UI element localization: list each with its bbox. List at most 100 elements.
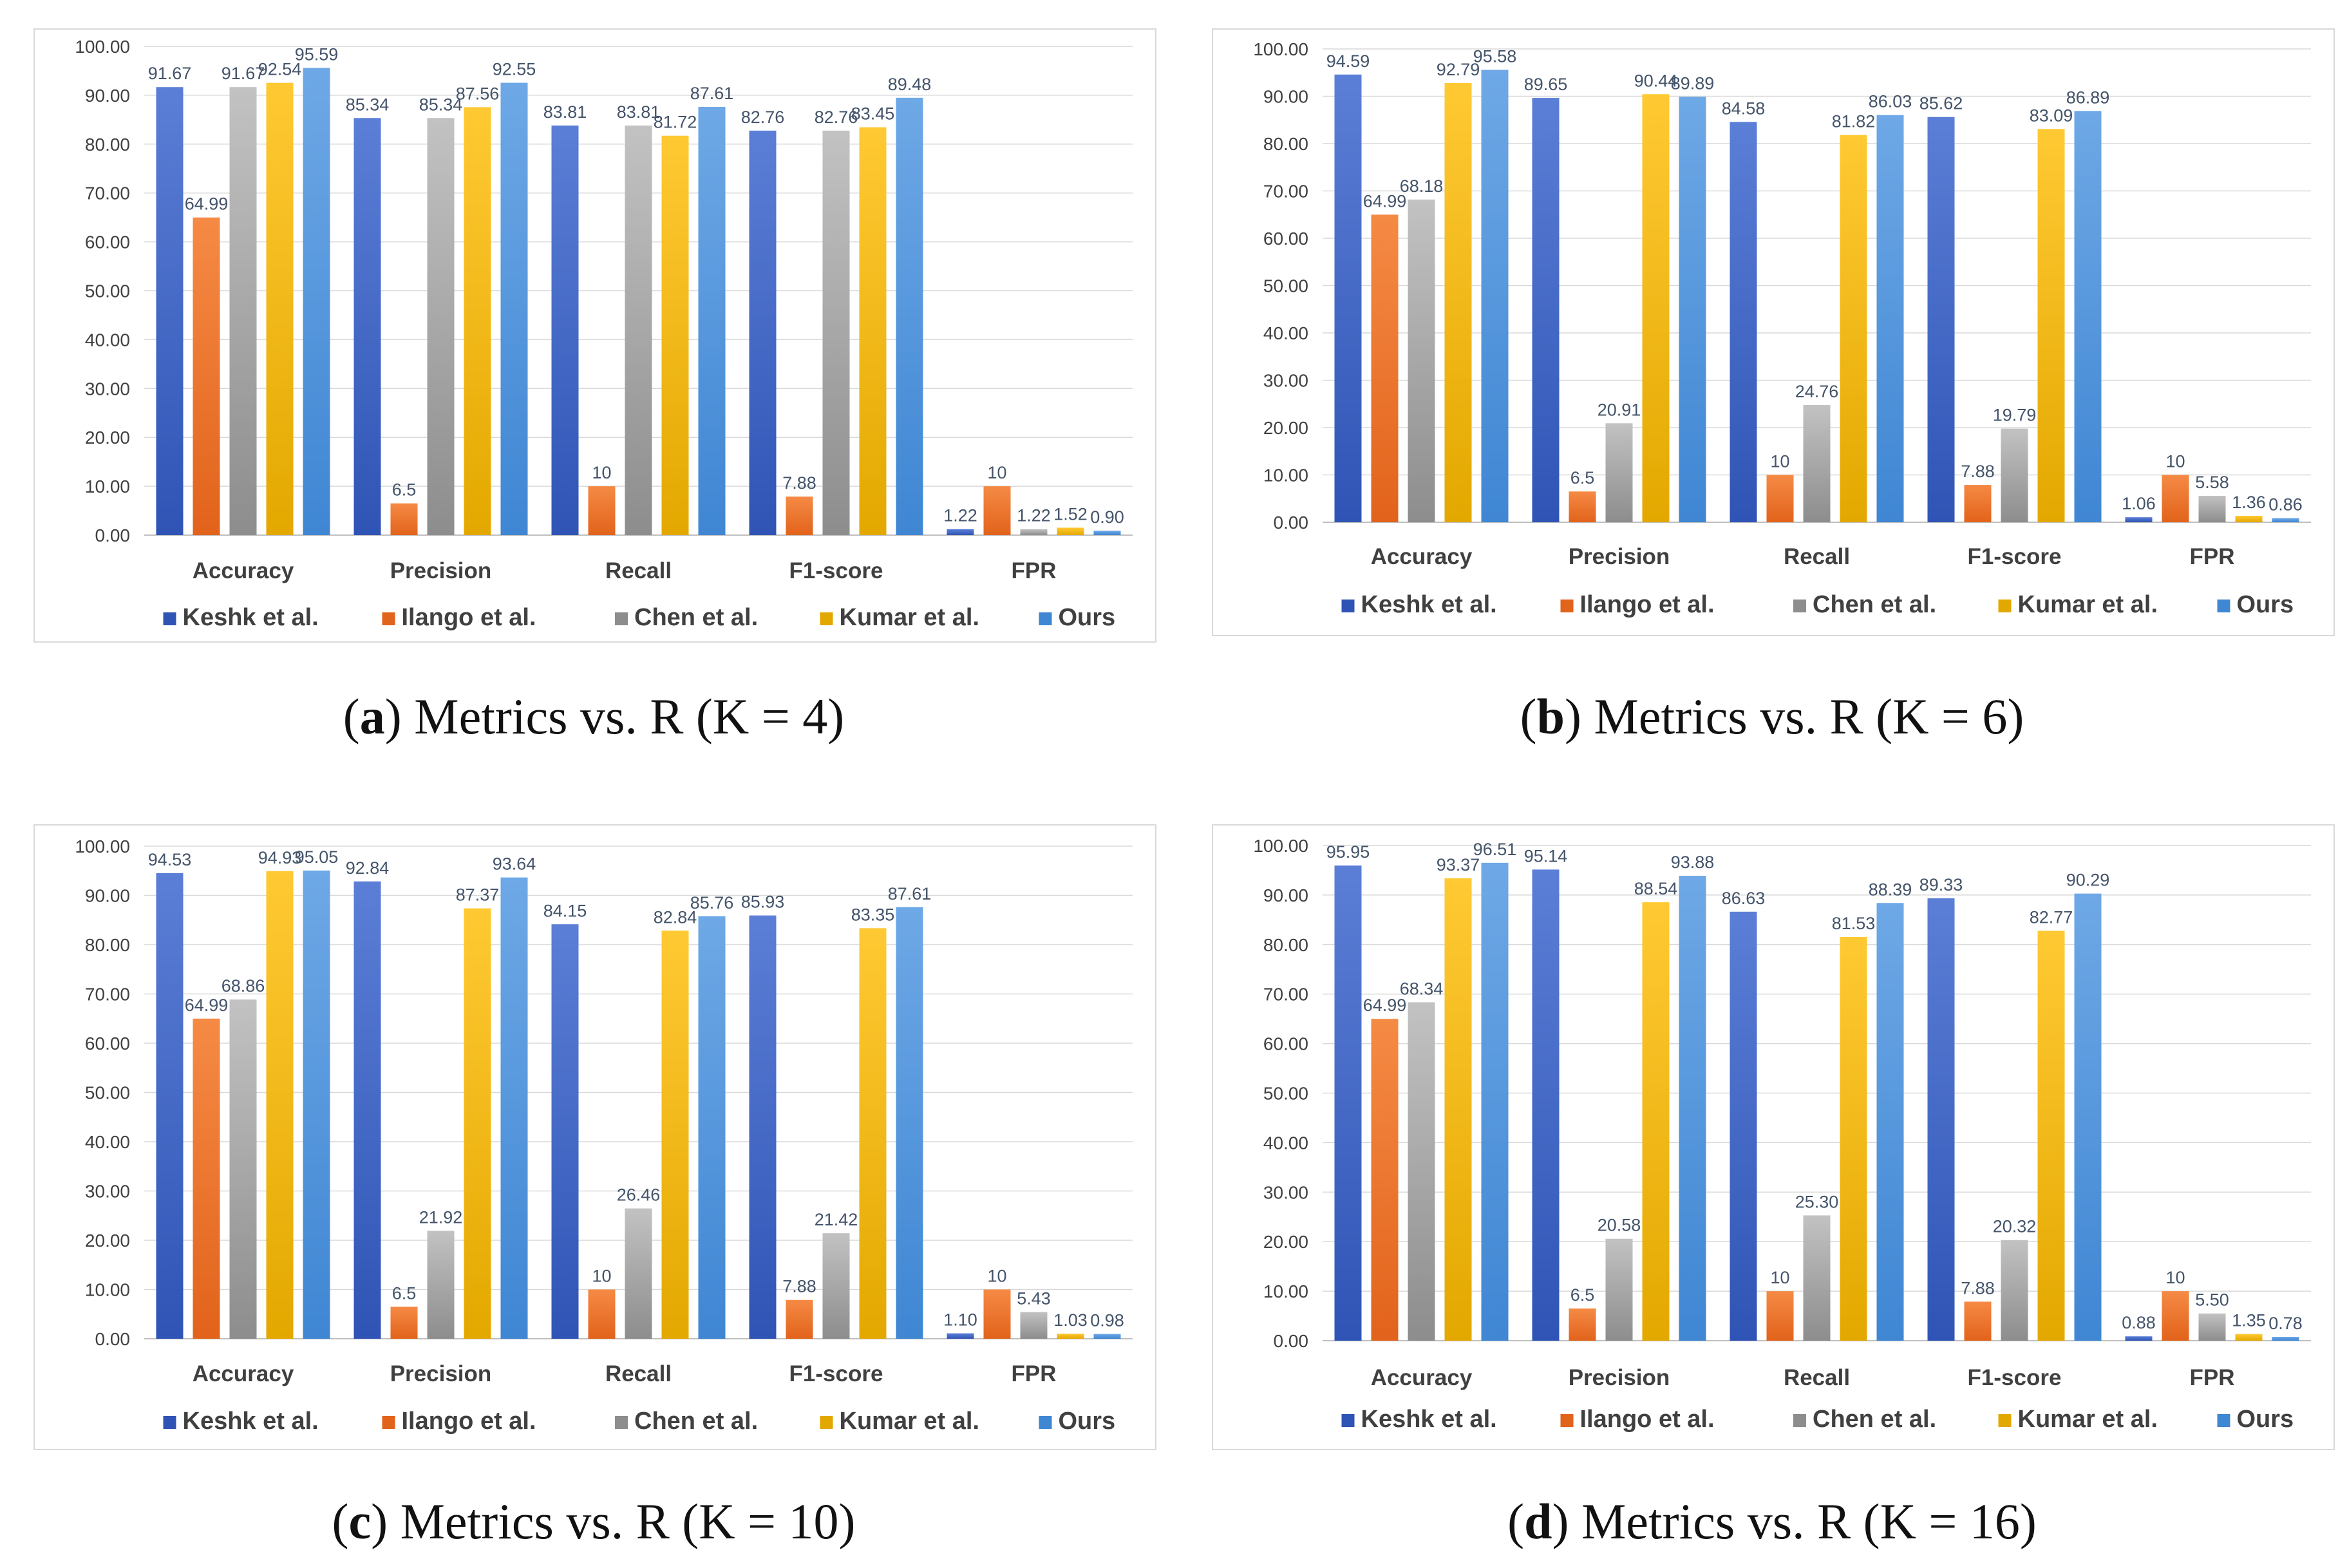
bar xyxy=(947,529,974,535)
y-tick-label: 100.00 xyxy=(1253,39,1308,59)
bar xyxy=(1605,1238,1633,1341)
data-label: 89.33 xyxy=(1919,875,1963,894)
y-tick-label: 80.00 xyxy=(85,135,130,155)
x-category-label: Accuracy xyxy=(193,1361,294,1386)
y-tick-label: 50.00 xyxy=(85,1083,130,1103)
y-tick-label: 20.00 xyxy=(1263,1232,1308,1252)
bar xyxy=(464,908,491,1339)
bar xyxy=(896,907,923,1339)
y-tick-label: 70.00 xyxy=(1263,182,1308,202)
bar xyxy=(2198,495,2226,522)
bar xyxy=(390,503,418,535)
bar xyxy=(193,1018,220,1339)
legend-label: Chen et al. xyxy=(1813,591,1936,618)
bar xyxy=(551,924,579,1339)
bar xyxy=(390,1307,418,1339)
legend-label: Keshk et al. xyxy=(1361,591,1497,618)
y-tick-label: 80.00 xyxy=(85,935,130,955)
bar xyxy=(464,107,491,535)
bar xyxy=(1057,527,1084,535)
data-label: 64.99 xyxy=(1363,191,1407,211)
bar xyxy=(1532,98,1560,522)
legend-label: Keshk et al. xyxy=(183,1408,319,1435)
bar xyxy=(1093,531,1121,535)
legend-swatch xyxy=(820,612,833,625)
legend-label: Ilango et al. xyxy=(402,1408,536,1435)
data-label: 1.36 xyxy=(2232,493,2266,512)
bar xyxy=(2198,1313,2226,1341)
data-label: 92.84 xyxy=(346,858,390,878)
bar xyxy=(1532,869,1560,1341)
y-tick-label: 70.00 xyxy=(1263,985,1308,1005)
x-category-label: Recall xyxy=(605,1361,672,1386)
data-label: 25.30 xyxy=(1795,1192,1839,1211)
bar xyxy=(1444,82,1472,522)
bar xyxy=(822,130,850,536)
x-category-label: FPR xyxy=(1012,558,1057,583)
caption-b-letter: b xyxy=(1536,688,1565,744)
legend-label: Chen et al. xyxy=(1813,1406,1936,1433)
chart-svg-c: 0.00 10.00 20.00 30.00 40.00 50.00 60.00 70.00 8… xyxy=(75,836,1133,1435)
data-label: 96.51 xyxy=(1473,840,1517,859)
data-label: 81.53 xyxy=(1832,914,1876,933)
caption-a-text: Metrics vs. R (K = 4) xyxy=(414,688,845,744)
data-label: 91.67 xyxy=(222,64,265,83)
data-label: 85.62 xyxy=(1919,94,1963,113)
chart-svg-b: 0.00 10.00 20.00 30.00 40.00 50.00 60.00 70.00 8… xyxy=(1253,39,2311,618)
data-label: 88.54 xyxy=(1634,879,1678,898)
legend-swatch xyxy=(615,612,628,625)
bar xyxy=(1840,937,1867,1341)
bar xyxy=(1569,1308,1596,1341)
data-label: 86.03 xyxy=(1869,92,1912,111)
bar xyxy=(2235,516,2263,522)
data-label: 86.63 xyxy=(1722,889,1766,908)
bar xyxy=(1876,903,1904,1341)
data-label: 85.34 xyxy=(419,95,463,114)
data-label: 92.79 xyxy=(1437,60,1480,79)
legend-swatch xyxy=(1998,1414,2012,1427)
data-label: 92.54 xyxy=(258,60,302,79)
chart-svg-d: 0.00 10.00 20.00 30.00 40.00 50.00 60.00 70.00 8… xyxy=(1253,836,2311,1433)
bar xyxy=(2001,1240,2028,1341)
bar xyxy=(1730,911,1757,1341)
data-label: 90.44 xyxy=(1634,71,1678,90)
legend-label: Chen et al. xyxy=(634,604,758,631)
y-tick-label: 60.00 xyxy=(85,1034,130,1053)
x-category-label: Recall xyxy=(1784,1365,1850,1390)
bar xyxy=(229,87,257,535)
data-label: 95.59 xyxy=(295,44,339,64)
y-tick-label: 20.00 xyxy=(1263,418,1308,438)
y-tick-label: 80.00 xyxy=(1263,134,1308,154)
data-label: 0.78 xyxy=(2268,1314,2303,1333)
bar xyxy=(1679,97,1706,523)
data-label: 84.58 xyxy=(1722,99,1766,118)
data-label: 85.93 xyxy=(741,893,785,912)
chart-panel-c: 0.00 10.00 20.00 30.00 40.00 50.00 60.00 70.00 8… xyxy=(33,824,1156,1450)
legend-label: Kumar et al. xyxy=(840,604,980,631)
data-label: 81.72 xyxy=(654,113,697,132)
y-tick-label: 50.00 xyxy=(1263,276,1308,296)
y-tick-label: 10.00 xyxy=(85,477,130,496)
data-label: 1.10 xyxy=(943,1310,977,1330)
data-label: 10 xyxy=(987,1267,1006,1286)
bar xyxy=(2125,1336,2153,1341)
data-label: 93.64 xyxy=(493,855,536,874)
bar xyxy=(303,870,330,1339)
data-label: 10 xyxy=(1770,1268,1789,1287)
bar xyxy=(749,130,777,536)
bar xyxy=(1679,876,1706,1341)
bar xyxy=(2037,930,2065,1341)
legend-swatch xyxy=(163,612,176,625)
legend-swatch xyxy=(382,612,395,625)
bar xyxy=(2162,1291,2189,1341)
data-label: 5.43 xyxy=(1017,1289,1051,1308)
caption-a: (a) Metrics vs. R (K = 4) xyxy=(343,688,845,744)
data-label: 19.79 xyxy=(1993,406,2037,425)
data-label: 94.59 xyxy=(1326,52,1370,71)
bar xyxy=(193,217,220,535)
data-label: 6.5 xyxy=(392,1283,417,1303)
data-label: 84.15 xyxy=(543,901,587,920)
y-tick-label: 0.00 xyxy=(1274,1331,1309,1351)
data-label: 10 xyxy=(2165,452,2185,471)
bar xyxy=(1408,199,1435,522)
